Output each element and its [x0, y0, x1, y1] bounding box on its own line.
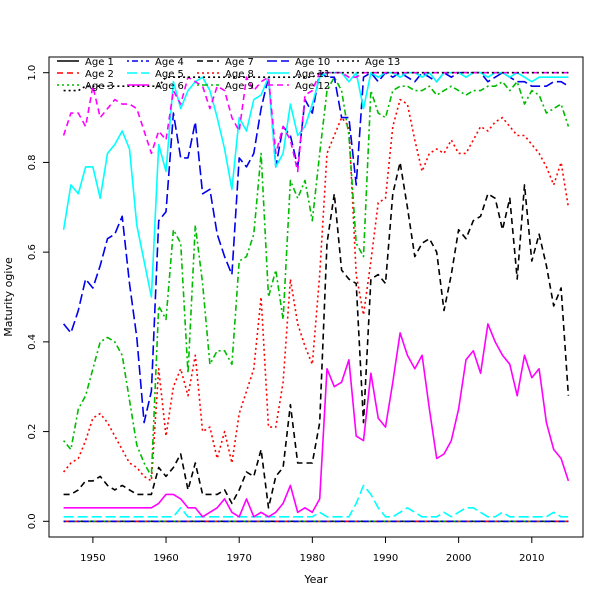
- series-line-age-8: [62, 98, 570, 482]
- legend-label: Age 12: [295, 81, 330, 92]
- legend-label: Age 10: [295, 57, 330, 68]
- x-tick-label: 1990: [373, 553, 398, 564]
- legend-label: Age 5: [155, 69, 184, 80]
- y-axis: 0.0 0.2 0.4 0.6 0.8 1.0: [27, 65, 49, 529]
- legend-label: Age 1: [85, 57, 114, 68]
- x-tick-label: 2000: [446, 553, 471, 564]
- series-line-age-11: [62, 71, 569, 298]
- legend-label: Age 6: [155, 81, 184, 92]
- y-tick-label: 0.8: [27, 154, 38, 170]
- x-axis: 1950 1960 1970 1980 1990 2000 2010: [80, 537, 545, 564]
- x-tick-label: 1980: [300, 553, 325, 564]
- plot-frame: [48, 56, 584, 538]
- legend-label: Age 7: [225, 57, 254, 68]
- legend-label: Age 4: [155, 57, 184, 68]
- series-line-age-5: [63, 484, 569, 518]
- legend-label: Age 8: [225, 69, 254, 80]
- x-tick-label: 1970: [226, 553, 251, 564]
- legend-label: Age 9: [225, 81, 254, 92]
- series-line-age-10: [62, 71, 569, 424]
- y-tick-label: 1.0: [27, 65, 38, 81]
- series-line-age-6: [63, 323, 570, 518]
- y-tick-label: 0.0: [27, 513, 38, 529]
- y-axis-label: Maturity ogive: [2, 257, 15, 337]
- series-line-age-9: [62, 76, 570, 478]
- x-tick-label: 1950: [80, 553, 105, 564]
- legend-label: Age 2: [85, 69, 114, 80]
- x-axis-label: Year: [303, 573, 328, 586]
- legend-label: Age 3: [85, 81, 114, 92]
- series-line-age-7: [63, 161, 570, 509]
- y-tick-label: 0.6: [27, 244, 38, 260]
- series-layer: [62, 71, 570, 523]
- y-tick-label: 0.2: [27, 424, 38, 440]
- series-line-age-12: [62, 71, 569, 173]
- legend-label: Age 13: [365, 57, 400, 68]
- x-tick-label: 1960: [153, 553, 178, 564]
- y-tick-label: 0.4: [27, 334, 38, 350]
- x-tick-label: 2010: [519, 553, 544, 564]
- series-line-age-13: [63, 71, 569, 92]
- legend-label: Age 11: [295, 69, 330, 80]
